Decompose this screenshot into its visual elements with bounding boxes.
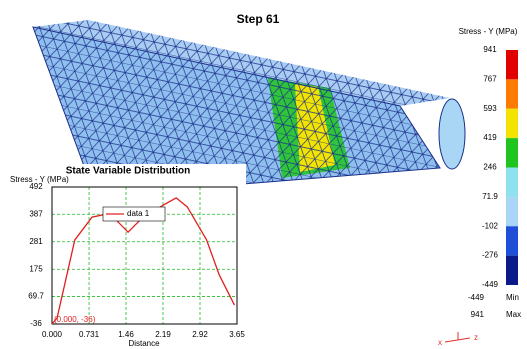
colorbar-label: 419 <box>483 133 497 142</box>
x-tick-label: 3.65 <box>229 330 245 339</box>
plot: -36 69.7 175 281 387 492 0.000 0.731 1.46 2.19 2.9… <box>28 182 245 339</box>
colorbar-band <box>506 50 518 79</box>
colorbar-label: 941 <box>483 45 497 54</box>
triad-x: x <box>438 338 442 347</box>
colorbar-band <box>506 226 518 255</box>
screen: Step 61 Stress - Y (MPa) 941 767 593 419 246… <box>0 0 527 349</box>
colorbar-label: -102 <box>482 221 499 230</box>
colorbar-label: 71.9 <box>482 192 498 201</box>
colorbar-band <box>506 109 518 138</box>
colorbar-title: Stress - Y (MPa) <box>459 27 518 36</box>
colorbar: 941 767 593 419 246 71.9 -102 -276 -449 <box>482 45 518 289</box>
y-tick-label: 175 <box>29 264 43 273</box>
colorbar-label: -449 <box>482 280 499 289</box>
step-title: Step 61 <box>237 12 280 26</box>
triad-z: z <box>474 333 478 342</box>
colorbar-label: -276 <box>482 251 499 260</box>
x-tick-label: 1.46 <box>118 330 134 339</box>
legend-label: data 1 <box>127 209 150 218</box>
y-tick-label: 281 <box>29 237 43 246</box>
colorbar-label: 767 <box>483 74 497 83</box>
min-text: Min <box>506 293 519 302</box>
beam-end <box>439 99 465 169</box>
y-tick-label: 492 <box>29 182 43 191</box>
triad: x z <box>438 332 478 347</box>
max-text: Max <box>506 310 521 319</box>
x-tick-label: 0.731 <box>79 330 100 339</box>
x-tick-label: 2.19 <box>155 330 171 339</box>
x-tick-label: 2.92 <box>192 330 208 339</box>
annotation: (0.000, -36) <box>54 315 96 324</box>
colorbar-band <box>506 79 518 108</box>
x-axis-label: Distance <box>128 339 160 348</box>
colorbar-band <box>506 197 518 226</box>
y-tick-label: 387 <box>29 209 43 218</box>
max-value: 941 <box>471 310 485 319</box>
colorbar-label: 593 <box>483 104 497 113</box>
min-value: -449 <box>468 293 485 302</box>
colorbar-band <box>506 256 518 285</box>
y-tick-label: 69.7 <box>28 292 44 301</box>
colorbar-label: 246 <box>483 163 497 172</box>
colorbar-band <box>506 168 518 197</box>
y-tick-label: -36 <box>30 319 42 328</box>
colorbar-band <box>506 138 518 167</box>
chart-title: State Variable Distribution <box>66 166 190 177</box>
x-tick-label: 0.000 <box>42 330 63 339</box>
